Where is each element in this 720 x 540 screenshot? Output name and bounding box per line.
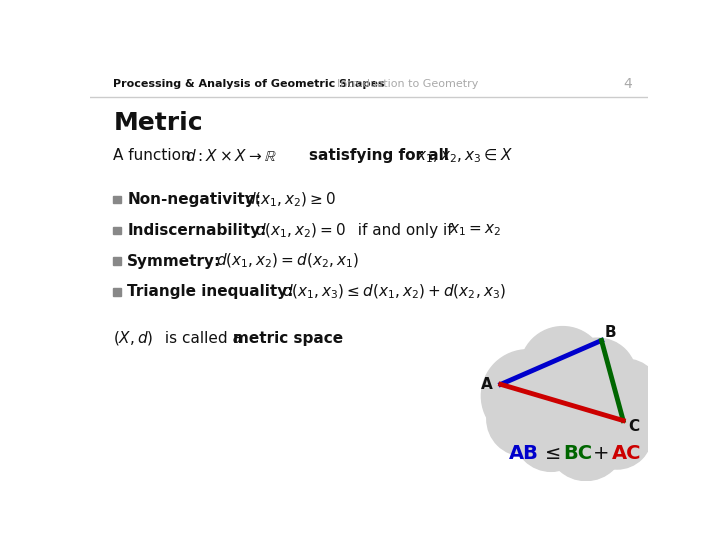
Text: $x_1, x_2, x_3 \in X$: $x_1, x_2, x_3 \in X$ xyxy=(415,146,512,165)
Text: satisfying for all: satisfying for all xyxy=(309,148,449,163)
Text: Symmetry:: Symmetry: xyxy=(127,254,222,268)
Circle shape xyxy=(536,346,613,423)
Bar xyxy=(113,257,121,265)
Circle shape xyxy=(515,372,595,451)
Text: A function: A function xyxy=(113,148,191,163)
Text: if and only if: if and only if xyxy=(348,223,462,238)
Text: $d(x_1, x_2) \geq 0$: $d(x_1, x_2) \geq 0$ xyxy=(245,191,336,209)
Text: $d(x_1, x_2) = d(x_2, x_1)$: $d(x_1, x_2) = d(x_2, x_1)$ xyxy=(216,252,359,271)
Circle shape xyxy=(547,403,625,481)
Text: AC: AC xyxy=(612,444,642,463)
Text: AB: AB xyxy=(509,444,539,463)
Text: Indiscernability:: Indiscernability: xyxy=(127,223,266,238)
Circle shape xyxy=(567,365,644,442)
Circle shape xyxy=(487,382,561,456)
Text: is called a: is called a xyxy=(160,330,246,346)
Circle shape xyxy=(559,338,636,415)
Circle shape xyxy=(549,386,624,460)
Bar xyxy=(113,288,121,296)
Circle shape xyxy=(482,350,575,442)
Text: Processing & Analysis of Geometric Shapes: Processing & Analysis of Geometric Shape… xyxy=(113,79,384,89)
Text: A: A xyxy=(481,377,492,392)
Circle shape xyxy=(582,400,652,469)
Text: BC: BC xyxy=(564,444,593,463)
Text: C: C xyxy=(629,419,639,434)
Circle shape xyxy=(598,384,667,454)
Text: 4: 4 xyxy=(624,77,632,91)
Text: metric space: metric space xyxy=(233,330,343,346)
Text: Triangle inequality:: Triangle inequality: xyxy=(127,285,294,300)
Bar xyxy=(113,195,121,204)
Text: $\leq$: $\leq$ xyxy=(541,444,561,463)
Text: B: B xyxy=(605,325,616,340)
Circle shape xyxy=(588,359,662,433)
Circle shape xyxy=(520,327,606,411)
Text: +: + xyxy=(593,444,610,463)
Text: Non-negativity:: Non-negativity: xyxy=(127,192,261,207)
Bar xyxy=(113,226,121,234)
Text: Metric: Metric xyxy=(113,111,203,134)
Circle shape xyxy=(503,347,577,421)
Text: $(X, d)$: $(X, d)$ xyxy=(113,329,154,347)
Text: $x_1 = x_2$: $x_1 = x_2$ xyxy=(449,222,501,238)
Text: $d(x_1, x_2) = 0$: $d(x_1, x_2) = 0$ xyxy=(255,221,346,240)
Text: $d(x_1, x_3) \leq d(x_1, x_2) + d(x_2, x_3)$: $d(x_1, x_3) \leq d(x_1, x_2) + d(x_2, x… xyxy=(282,283,506,301)
Text: $d : X \times X \rightarrow \mathbb{R}$: $d : X \times X \rightarrow \mathbb{R}$ xyxy=(184,147,276,164)
Circle shape xyxy=(514,397,588,471)
Text: Introduction to Geometry: Introduction to Geometry xyxy=(330,79,479,89)
